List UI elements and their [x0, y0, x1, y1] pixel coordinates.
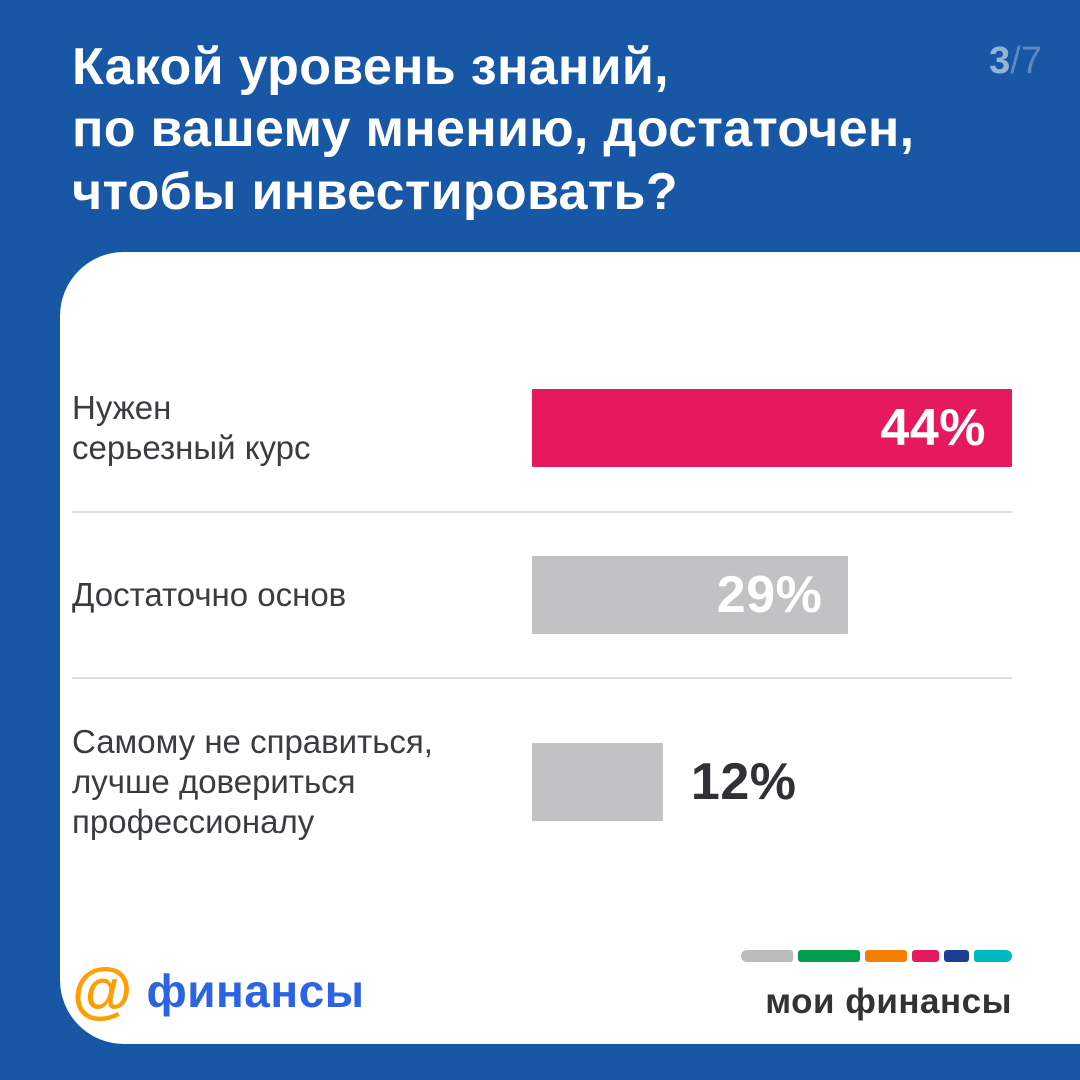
bar-fill	[532, 743, 663, 821]
divider	[72, 677, 1012, 679]
bar-label: Достаточно основ	[72, 576, 347, 613]
bar-label: Самому не справиться, лучше довериться п…	[72, 723, 433, 840]
divider	[72, 511, 1012, 513]
stripe-segment	[798, 950, 860, 962]
finansy-mailru-logo: @ финансы	[72, 960, 365, 1022]
chart-row: Нужен серьезный курс 44%	[72, 388, 1012, 468]
bar-value: 29%	[716, 566, 823, 624]
bar-track: 12%	[532, 743, 1012, 821]
chart-row: Достаточно основ 29%	[72, 556, 1012, 634]
question-title: Какой уровень знаний, по вашему мнению, …	[72, 38, 915, 221]
stripe-segment	[912, 950, 939, 962]
bar-value: 44%	[880, 399, 986, 457]
bar-track: 29%	[532, 556, 1012, 634]
bar-label: Нужен серьезный курс	[72, 389, 311, 466]
stripe-segment	[944, 950, 969, 962]
bar-track: 44%	[532, 389, 1012, 467]
page-current: 3	[989, 40, 1011, 82]
moi-finansy-logo: мои финансы	[741, 950, 1012, 1022]
finansy-wordmark: финансы	[146, 965, 365, 1017]
header: Какой уровень знаний, по вашему мнению, …	[72, 36, 1042, 223]
bar-fill: 44%	[532, 389, 1012, 467]
page-indicator: 3/7	[989, 40, 1042, 83]
bar-chart: Нужен серьезный курс 44% Достаточно осно…	[72, 252, 1012, 842]
bar-value: 12%	[690, 753, 797, 811]
chart-row: Самому не справиться, лучше довериться п…	[72, 722, 1012, 842]
moi-finansy-wordmark: мои финансы	[765, 982, 1012, 1021]
page-total: /7	[1010, 40, 1042, 82]
stripe-segment	[974, 950, 1012, 962]
stripe-segment	[865, 950, 907, 962]
stripe-segment	[741, 950, 793, 962]
chart-card: Нужен серьезный курс 44% Достаточно осно…	[60, 252, 1080, 1044]
footer: @ финансы мои финансы	[72, 950, 1012, 1022]
brand-stripe	[741, 950, 1012, 962]
bar-fill: 29%	[532, 556, 849, 634]
at-icon: @	[72, 956, 133, 1025]
